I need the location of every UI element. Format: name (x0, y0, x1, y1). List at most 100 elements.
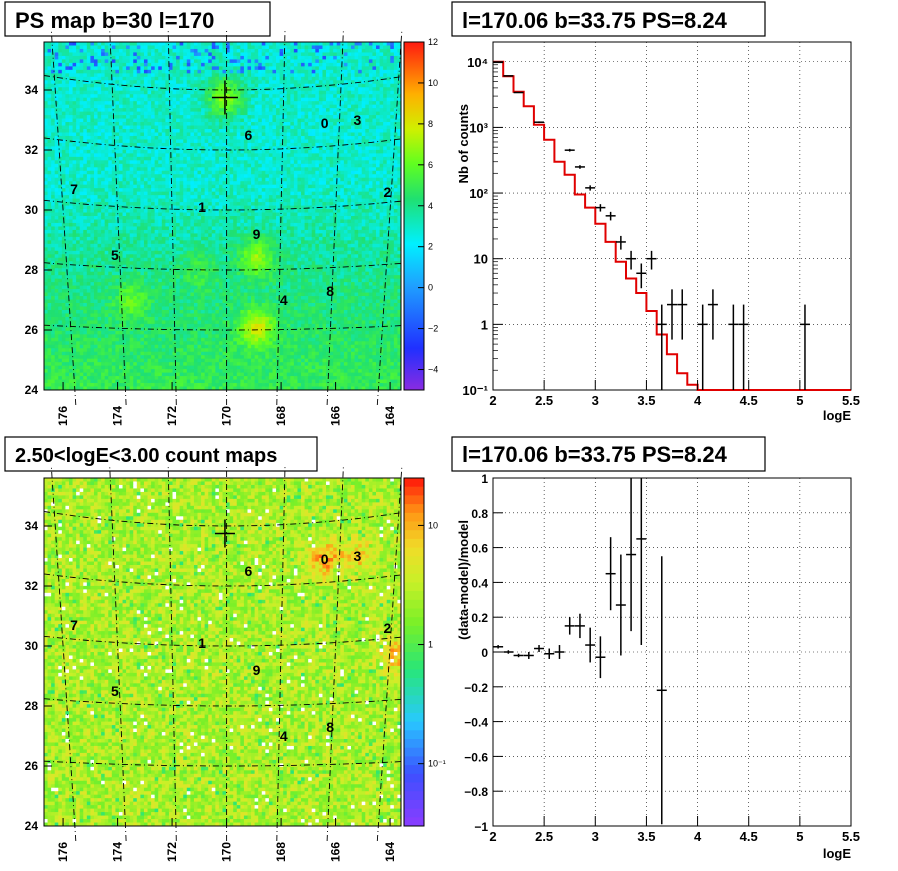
heatmap-pixel (186, 362, 191, 367)
heatmap-pixel (126, 94, 131, 99)
heatmap-pixel (208, 118, 213, 123)
heatmap-pixel (126, 296, 131, 300)
heatmap-pixel (76, 160, 81, 165)
heatmap-pixel (47, 52, 52, 57)
heatmap-pixel (215, 87, 220, 92)
heatmap-pixel (104, 362, 109, 367)
heatmap-pixel (111, 320, 116, 325)
heatmap-pixel (104, 233, 109, 238)
heatmap-pixel (215, 94, 220, 99)
heatmap-pixel (136, 184, 141, 189)
heatmap-pixel (186, 188, 191, 193)
heatmap-pixel (158, 285, 163, 290)
heatmap-pixel (183, 383, 188, 387)
heatmap-pixel (215, 66, 220, 71)
heatmap-pixel (197, 52, 202, 57)
heatmap-pixel (47, 97, 52, 102)
heatmap-pixel (154, 243, 159, 248)
heatmap-pixel (86, 358, 91, 363)
heatmap-pixel (115, 257, 120, 262)
heatmap-pixel (79, 108, 84, 112)
heatmap-pixel (97, 376, 102, 380)
heatmap-pixel (143, 80, 148, 85)
heatmap-pixel (136, 383, 141, 387)
heatmap-pixel (97, 160, 102, 165)
heatmap-pixel (44, 355, 48, 360)
heatmap-pixel (65, 45, 70, 50)
heatmap-pixel (208, 163, 213, 168)
heatmap-pixel (97, 372, 102, 377)
heatmap-pixel (93, 271, 98, 276)
heatmap-pixel (197, 316, 202, 321)
heatmap-pixel (218, 299, 223, 304)
heatmap-pixel (111, 219, 116, 224)
heatmap-pixel (101, 184, 106, 189)
heatmap-pixel (140, 163, 145, 168)
heatmap-pixel (118, 108, 123, 112)
heatmap-pixel (115, 188, 120, 193)
heatmap-pixel (190, 163, 195, 168)
heatmap-pixel (161, 351, 166, 356)
heatmap-pixel (79, 184, 84, 189)
heatmap-pixel (61, 52, 66, 57)
heatmap-pixel (143, 170, 148, 175)
heatmap-pixel (76, 216, 81, 220)
heatmap-pixel (158, 80, 163, 85)
heatmap-pixel (58, 383, 63, 387)
heatmap-pixel (101, 316, 106, 321)
heatmap-pixel (122, 132, 127, 137)
heatmap-pixel (215, 372, 220, 377)
heatmap-pixel (218, 268, 223, 273)
heatmap-pixel (47, 233, 52, 238)
heatmap-pixel (118, 191, 123, 196)
heatmap-pixel (104, 97, 109, 102)
heatmap-pixel (58, 275, 63, 280)
heatmap-pixel (68, 243, 73, 248)
heatmap-pixel (211, 362, 216, 367)
heatmap-pixel (218, 188, 223, 193)
heatmap-pixel (122, 125, 127, 130)
heatmap-pixel (101, 118, 106, 123)
heatmap-pixel (86, 188, 91, 193)
heatmap-pixel (151, 69, 156, 74)
heatmap-pixel (65, 73, 70, 78)
heatmap-pixel (118, 376, 123, 380)
heatmap-pixel (183, 247, 188, 252)
heatmap-pixel (136, 90, 141, 95)
heatmap-pixel (190, 289, 195, 293)
heatmap-pixel (215, 42, 220, 46)
heatmap-pixel (86, 66, 91, 71)
heatmap-pixel (154, 303, 159, 307)
heatmap-pixel (190, 139, 195, 144)
heatmap-pixel (147, 247, 152, 252)
heatmap-pixel (165, 376, 170, 380)
heatmap-pixel (190, 66, 195, 71)
heatmap-pixel (51, 243, 56, 248)
heatmap-pixel (193, 108, 198, 112)
heatmap-pixel (65, 334, 70, 339)
heatmap-pixel (208, 264, 213, 269)
heatmap-pixel (54, 69, 59, 74)
heatmap-pixel (97, 327, 102, 332)
heatmap-pixel (118, 163, 123, 168)
heatmap-pixel (140, 362, 145, 367)
heatmap-pixel (151, 80, 156, 85)
heatmap-pixel (183, 132, 188, 137)
heatmap-pixel (111, 327, 116, 332)
heatmap-pixel (165, 257, 170, 262)
heatmap-pixel (143, 76, 148, 81)
heatmap-pixel (90, 226, 95, 231)
heatmap-pixel (51, 226, 56, 231)
heatmap-pixel (168, 327, 173, 332)
heatmap-pixel (93, 261, 98, 266)
heatmap-pixel (44, 247, 48, 252)
heatmap-pixel (197, 202, 202, 206)
heatmap-pixel (72, 233, 77, 238)
heatmap-pixel (204, 76, 209, 81)
heatmap-pixel (83, 170, 88, 175)
heatmap-pixel (176, 358, 181, 363)
heatmap-pixel (211, 90, 216, 95)
heatmap-pixel (108, 383, 113, 387)
heatmap-pixel (197, 372, 202, 377)
heatmap-pixel (151, 118, 156, 123)
